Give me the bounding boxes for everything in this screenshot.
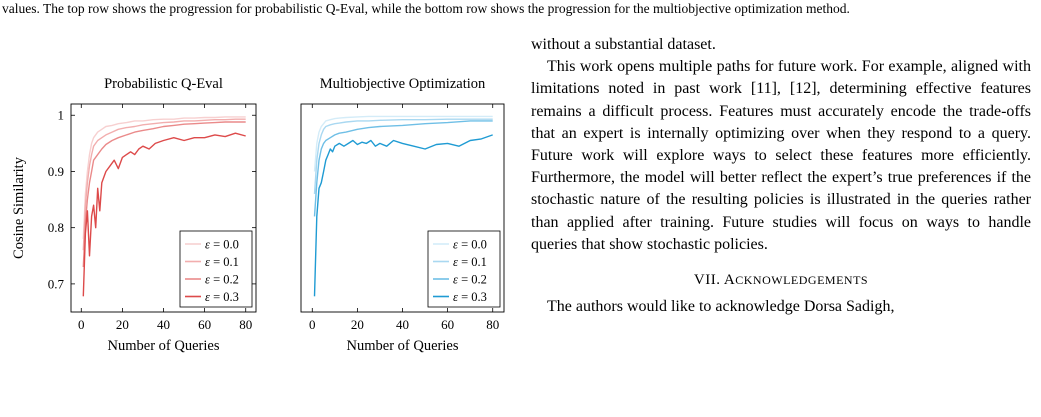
x-tick-label: 60 <box>198 317 211 332</box>
y-tick-label: 0.8 <box>48 220 64 235</box>
x-tick-label: 0 <box>309 317 316 332</box>
series-line-2 <box>313 118 493 194</box>
x-tick-label: 80 <box>486 317 499 332</box>
section-number: VII. <box>693 272 721 289</box>
series-line-3 <box>313 120 493 217</box>
series-line-2 <box>82 118 246 251</box>
paragraph-2: The authors would like to acknowledge Do… <box>547 298 895 316</box>
x-tick-label: 60 <box>441 317 454 332</box>
legend-label: ε = 0.1 <box>453 255 487 269</box>
legend-label: ε = 0.0 <box>205 238 239 252</box>
x-tick-label: 0 <box>78 317 85 332</box>
y-tick-label: 1 <box>58 108 65 123</box>
legend-label: ε = 0.3 <box>453 290 487 304</box>
figure-line-charts: Probabilistic Q-Eval Number of Queries Cos… <box>11 76 505 354</box>
series-line-1 <box>313 115 493 172</box>
section-heading: VII. ACKNOWLEDGEMENTS <box>531 269 1031 291</box>
x-tick-label: 80 <box>239 317 252 332</box>
figure-caption-tail: values. The top row shows the progressio… <box>2 1 850 16</box>
chart-title: Multiobjective Optimization <box>320 76 486 92</box>
series-line-3 <box>82 121 246 268</box>
chart-1: Probabilistic Q-Eval Number of Queries Cos… <box>11 76 257 354</box>
y-axis-label: Cosine Similarity <box>11 156 27 259</box>
legend-label: ε = 0.2 <box>453 273 487 287</box>
legend-label: ε = 0.0 <box>453 238 487 252</box>
series-line-4 <box>82 132 246 297</box>
x-tick-label: 20 <box>351 317 364 332</box>
y-tick-label: 0.7 <box>48 276 65 291</box>
x-tick-label: 40 <box>396 317 409 332</box>
text-column: without a substantial dataset. This work… <box>531 34 1031 318</box>
series-line-4 <box>313 134 493 297</box>
legend-label: ε = 0.2 <box>205 273 239 287</box>
paragraph-1: This work opens multiple paths for futur… <box>531 58 1031 253</box>
chart-title: Probabilistic Q-Eval <box>104 76 223 92</box>
legend-label: ε = 0.3 <box>205 290 239 304</box>
chart-2: Multiobjective Optimization Number of Que… <box>300 76 505 354</box>
x-tick-label: 20 <box>116 317 129 332</box>
legend: ε = 0.0 ε = 0.1 ε = 0.2 ε = 0.3 <box>179 230 253 308</box>
series-line-1 <box>82 116 246 239</box>
x-axis-label: Number of Queries <box>108 338 220 354</box>
x-axis-label: Number of Queries <box>347 338 459 354</box>
x-tick-label: 40 <box>157 317 170 332</box>
legend-label: ε = 0.1 <box>205 255 239 269</box>
paragraph-0: without a substantial dataset. <box>531 36 716 53</box>
section-title: ACKNOWLEDGEMENTS <box>723 272 869 289</box>
y-tick-label: 0.9 <box>48 164 64 179</box>
legend: ε = 0.0 ε = 0.1 ε = 0.2 ε = 0.3 <box>427 230 501 308</box>
